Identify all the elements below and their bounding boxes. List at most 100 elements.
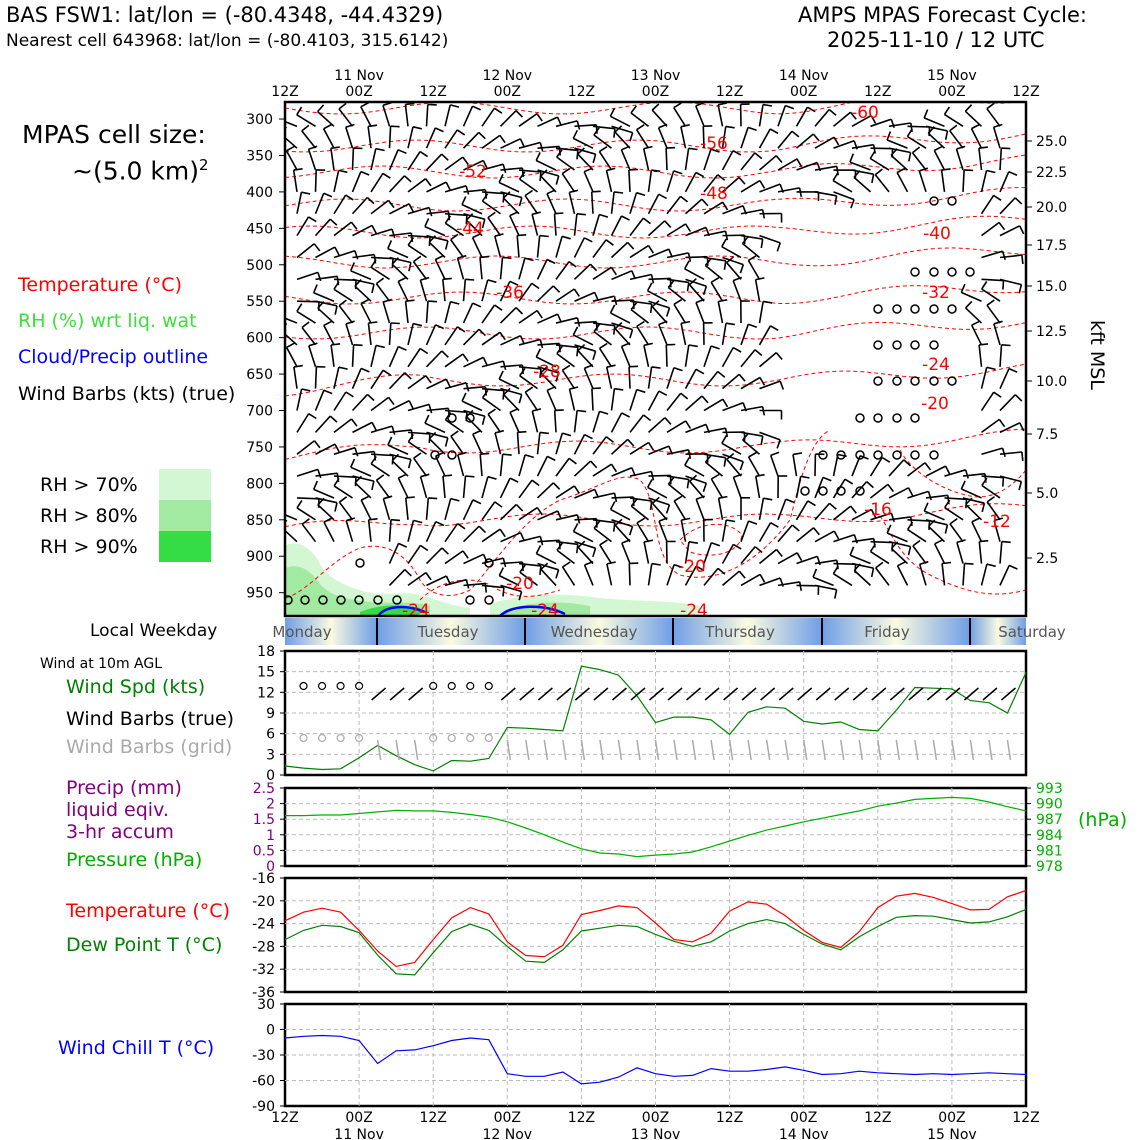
- wind-barb: [536, 235, 541, 258]
- wind-barb: [479, 257, 483, 280]
- wind-barb: [814, 530, 835, 543]
- wind-barb-flag: [993, 194, 1002, 201]
- wind-barb-flag: [807, 106, 816, 113]
- weekday-cell: [822, 618, 970, 645]
- wind-barb-flag: [924, 462, 932, 471]
- wind-barb-flag: [647, 442, 655, 451]
- wind-barb-flag: [667, 280, 675, 288]
- wind-barb: [518, 113, 538, 127]
- wind-barb: [481, 360, 504, 368]
- wind-barb-grid: [710, 739, 715, 761]
- wind-barb: [721, 323, 727, 346]
- wind-barb-flag: [760, 435, 764, 446]
- pressure-tick-label: 600: [246, 331, 273, 347]
- wind-barb-flag: [569, 189, 579, 194]
- wind-barb: [536, 432, 541, 455]
- wind-barb: [869, 157, 890, 171]
- wind-barb: [999, 225, 1021, 237]
- wind-barb: [869, 457, 883, 477]
- top-hour-label: 12Z: [1012, 84, 1039, 100]
- wind-barb: [481, 387, 504, 392]
- wind-barb: [574, 488, 596, 499]
- top-date-label: 14 Nov: [779, 68, 829, 84]
- wind-barb: [388, 175, 406, 193]
- wind-barb: [555, 317, 578, 324]
- wind-barbs-upper: [286, 103, 1025, 601]
- wind-barbs-true-label: Wind Barbs (true): [66, 708, 235, 730]
- wind-barb: [666, 252, 689, 259]
- wind-barb-flag: [688, 541, 699, 544]
- wind-barb-grid: [506, 739, 512, 761]
- wind-barb: [981, 221, 1000, 237]
- wind-barb-flag: [546, 455, 556, 462]
- wind-barb-flag: [658, 123, 668, 129]
- wind-barb: [592, 436, 607, 455]
- wind-barb: [886, 532, 908, 543]
- wind-barb-flag: [425, 375, 432, 384]
- wind-barb-flag: [472, 499, 482, 505]
- wind-barb-flag: [554, 212, 564, 215]
- temperature-contour: [879, 515, 1026, 595]
- wind-barb: [758, 498, 765, 520]
- wind-barb: [345, 520, 354, 542]
- calm-circle: [818, 450, 828, 460]
- wind-barb-flag: [482, 160, 488, 169]
- wind-barb-flag: [354, 250, 359, 260]
- wind-barb-flag: [627, 241, 635, 250]
- contour-label: -36: [496, 283, 524, 303]
- wind-barb: [888, 459, 905, 477]
- wind-barb-grid: [599, 739, 604, 761]
- wind-barb: [387, 247, 409, 259]
- bottom-hour-label: 00Z: [494, 1110, 521, 1126]
- wind-barb: [352, 253, 375, 259]
- wind-barb-flag: [317, 469, 322, 479]
- y-tick-label: -20: [252, 894, 275, 910]
- wind-barb-flag: [572, 326, 579, 336]
- wind-barb-flag: [609, 304, 616, 314]
- wind-barb: [568, 388, 576, 411]
- wind-barb-flag: [435, 254, 444, 261]
- wind-barb-flag: [494, 429, 504, 434]
- wind-barb-flag: [350, 221, 358, 230]
- wind-barb-flag: [338, 366, 348, 370]
- wind-barb: [673, 107, 687, 127]
- series-line: [285, 796, 1027, 858]
- wind-barb: [500, 334, 521, 346]
- wind-barb: [426, 575, 447, 587]
- wind-barb: [296, 497, 320, 500]
- wind-barb: [721, 544, 735, 564]
- wind-barb-grid: [951, 739, 956, 761]
- wind-barb: [658, 520, 668, 542]
- calm-circle: [947, 267, 957, 277]
- wind-barb-flag: [472, 429, 482, 435]
- wind-barb: [577, 350, 594, 368]
- wind-barb-flag: [296, 499, 303, 509]
- wind-barb-flag: [556, 542, 564, 551]
- wind-barb-flag: [593, 520, 601, 529]
- calm-circle: [373, 595, 383, 605]
- wind-barb-flag: [515, 503, 524, 512]
- wind-barb-flag: [943, 106, 951, 115]
- wind-barb-flag: [732, 346, 742, 353]
- wind-barb: [986, 108, 1001, 127]
- wind-barb: [407, 544, 422, 564]
- wind-barb: [593, 134, 612, 149]
- wind-barb: [286, 317, 298, 324]
- wind-barb: [296, 192, 303, 214]
- y-tick-label: 0: [266, 859, 275, 875]
- wind-barb: [537, 313, 558, 324]
- wind-barb-flag: [503, 387, 511, 396]
- wind-barb: [777, 524, 793, 543]
- wind-barb-flag: [1001, 540, 1011, 544]
- contour-label: -16: [864, 500, 892, 520]
- wind-barb-flag: [800, 475, 810, 479]
- wind-barb-true: [519, 687, 535, 701]
- wind-barb-flag: [1002, 280, 1005, 290]
- wind-barb-flag: [428, 497, 438, 500]
- wind-barb: [777, 581, 800, 587]
- wind-barb-flag: [807, 500, 816, 507]
- wind-barb-flag: [540, 169, 548, 177]
- wind-barb: [518, 169, 541, 173]
- wind-barb: [481, 107, 496, 127]
- wind-barb-flag: [524, 386, 534, 393]
